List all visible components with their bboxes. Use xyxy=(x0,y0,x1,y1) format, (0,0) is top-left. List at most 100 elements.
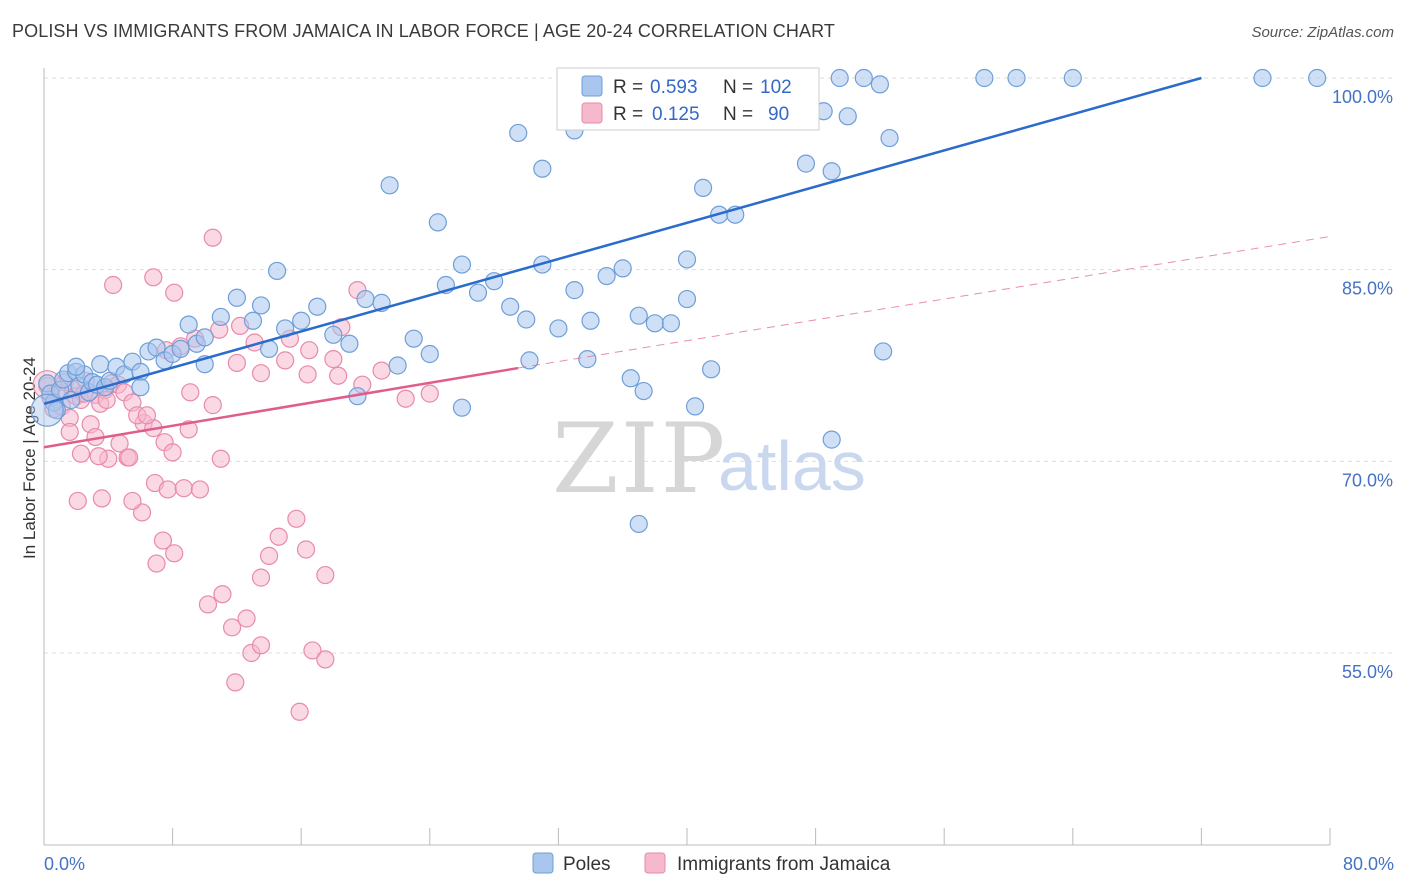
jamaica-point xyxy=(68,491,87,511)
poles-point xyxy=(520,351,539,370)
poles-point xyxy=(1253,68,1272,88)
jamaica-legend-swatch xyxy=(644,852,666,874)
poles-n-value: 102 xyxy=(760,77,792,98)
jamaica-point xyxy=(316,650,335,669)
jamaica-point xyxy=(179,420,198,439)
poles-point xyxy=(822,162,841,181)
poles-point xyxy=(30,393,64,427)
jamaica-point xyxy=(71,444,91,463)
trend-lines xyxy=(43,76,1331,449)
poles-point xyxy=(634,381,653,401)
poles-point xyxy=(1007,68,1026,88)
jamaica-point xyxy=(181,383,200,402)
jamaica-point xyxy=(165,544,184,563)
jamaica-point xyxy=(324,350,343,369)
poles-point xyxy=(324,325,343,344)
poles-point xyxy=(420,344,439,364)
poles-point xyxy=(292,311,311,330)
poles-point xyxy=(975,68,994,88)
jamaica-point xyxy=(165,283,184,302)
x-ticks xyxy=(43,828,1331,845)
y-tick-label: 55.0% xyxy=(1342,662,1393,682)
poles-point xyxy=(645,314,664,333)
jamaica-point xyxy=(144,268,163,287)
jamaica-point xyxy=(290,702,309,721)
y-axis-title: In Labor Force | Age 20-24 xyxy=(20,357,39,559)
poles-point xyxy=(581,311,600,330)
jamaica-point xyxy=(137,406,156,425)
jamaica-n-value: 90 xyxy=(768,104,789,125)
x-tick-label-min: 0.0% xyxy=(44,854,85,874)
poles-point xyxy=(517,310,536,329)
poles-point xyxy=(1063,68,1082,88)
jamaica-trend-extension xyxy=(518,235,1331,369)
poles-point xyxy=(452,255,472,274)
poles-point xyxy=(661,314,681,333)
poles-point xyxy=(67,357,86,376)
jamaica-point xyxy=(153,531,173,550)
chart-title: POLISH VS IMMIGRANTS FROM JAMAICA IN LAB… xyxy=(12,21,835,41)
jamaica-point xyxy=(259,546,279,565)
jamaica-point xyxy=(213,585,232,604)
y-tick-label: 70.0% xyxy=(1342,470,1393,490)
poles-point xyxy=(171,339,190,358)
poles-point xyxy=(629,514,648,534)
jamaica-point xyxy=(300,341,319,360)
poles-point xyxy=(380,176,399,195)
jamaica-point xyxy=(420,384,439,403)
poles-point xyxy=(501,297,520,316)
jamaica-point xyxy=(198,595,218,614)
jamaica-point xyxy=(276,351,295,370)
poles-point xyxy=(428,213,447,232)
stats-legend: R = 0.593 N = 102 R = 0.125 N = 90 xyxy=(556,67,820,131)
poles-point xyxy=(340,334,359,353)
poles-point xyxy=(356,289,375,309)
jamaica-n-label: N = xyxy=(723,104,753,125)
jamaica-point xyxy=(222,618,242,637)
y-tick-label: 85.0% xyxy=(1342,279,1393,299)
poles-point xyxy=(597,266,616,286)
poles-point xyxy=(796,154,816,173)
poles-point xyxy=(404,329,423,348)
poles-point xyxy=(533,159,552,178)
poles-r-value: 0.593 xyxy=(650,77,698,98)
jamaica-point xyxy=(251,568,271,587)
jamaica-point xyxy=(60,422,79,442)
poles-point xyxy=(211,307,230,327)
jamaica-point xyxy=(227,353,246,373)
poles-point xyxy=(822,430,841,449)
poles-point xyxy=(227,288,246,307)
poles-swatch xyxy=(581,75,603,97)
poles-point xyxy=(621,369,640,388)
poles-legend-label: Poles xyxy=(563,854,611,875)
y-tick-label: 100.0% xyxy=(1332,87,1393,107)
jamaica-point xyxy=(298,365,317,384)
poles-point xyxy=(578,350,597,369)
watermark-atlas: atlas xyxy=(718,427,866,505)
jamaica-point xyxy=(226,673,245,692)
jamaica-point xyxy=(104,275,123,295)
poles-point xyxy=(1308,68,1327,88)
jamaica-point xyxy=(251,636,271,655)
poles-point xyxy=(267,261,287,281)
jamaica-point xyxy=(190,480,210,499)
poles-points xyxy=(30,68,1327,534)
source-credit: Source: ZipAtlas.com xyxy=(1251,24,1394,41)
jamaica-point xyxy=(372,361,391,380)
poles-point xyxy=(565,281,584,300)
poles-point xyxy=(179,315,198,334)
jamaica-point xyxy=(147,554,166,573)
poles-point xyxy=(251,296,271,315)
poles-point xyxy=(677,250,697,269)
jamaica-point xyxy=(203,396,222,415)
poles-point xyxy=(452,398,472,417)
poles-point xyxy=(243,311,263,330)
watermark-zip: ZIP xyxy=(552,403,727,515)
poles-point xyxy=(702,360,721,379)
jamaica-point xyxy=(269,527,288,546)
poles-point xyxy=(131,378,150,397)
watermark: ZIP atlas xyxy=(552,403,866,515)
poles-point xyxy=(874,342,893,361)
poles-point xyxy=(388,356,407,375)
poles-point xyxy=(195,328,214,347)
